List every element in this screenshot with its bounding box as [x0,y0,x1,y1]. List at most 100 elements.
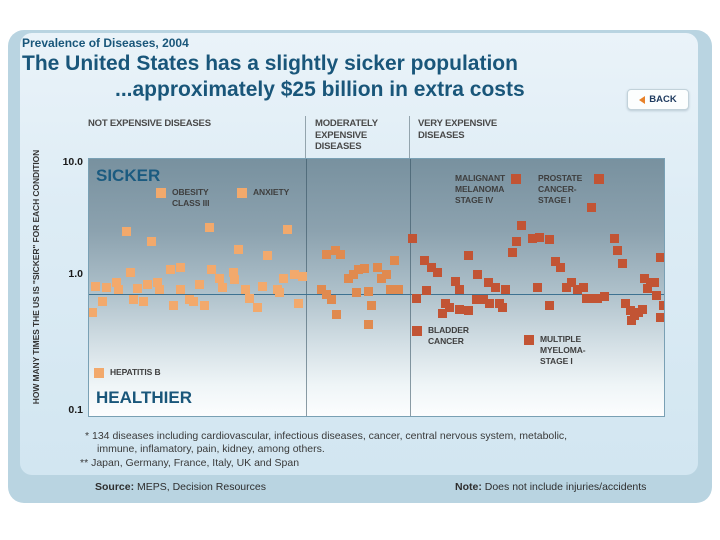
bladder-cancer-marker [412,326,422,337]
data-point [353,265,363,275]
data-point [376,274,386,284]
data-point [330,245,340,255]
data-point [639,274,649,284]
data-point [472,269,482,279]
section-divider-1 [306,159,307,416]
malignant-melanoma-stage-iv-label: MALIGNANT MELANOMA STAGE IV [455,172,506,205]
prostate-cancer-stage-i-marker [594,173,604,184]
data-point [385,284,395,294]
data-point [655,252,664,262]
footnote-line-2: immune, inflamatory, pain, kidney, among… [97,443,325,455]
data-point [642,283,652,293]
data-point [421,286,431,296]
data-point [331,310,341,320]
data-point [132,283,142,293]
data-point [620,298,630,308]
data-point [637,304,647,314]
data-point [566,278,576,288]
data-point [572,284,582,294]
multiple-myeloma-stage-i-marker [524,334,534,345]
anxiety-label: ANXIETY [253,187,290,198]
data-point [359,264,369,274]
data-point [532,282,542,292]
data-point [511,236,521,246]
data-point [138,296,148,306]
data-point [411,293,421,303]
data-point [289,270,299,280]
data-point [351,288,361,298]
data-point [450,276,460,286]
data-point [651,290,661,300]
data-point [121,226,131,236]
column-header-very-expensive: VERY EXPENSIVE DISEASES [418,118,498,141]
data-point [471,294,481,304]
data-point [206,265,216,275]
y-tick-0-1: 0.1 [68,404,83,416]
data-point [214,273,224,283]
data-point [393,284,403,294]
data-point [561,282,571,292]
data-point [381,269,391,279]
data-point [101,282,111,292]
data-point [578,282,588,292]
data-point [483,277,493,287]
note-line: Note: Does not include injuries/accident… [455,481,646,493]
data-point [454,304,464,314]
data-point [544,301,554,311]
data-point [586,293,596,303]
data-point [599,292,609,302]
data-point [444,303,454,313]
data-point [125,268,135,278]
data-point [168,301,178,311]
data-point [507,248,517,258]
back-button[interactable]: BACK [627,89,689,110]
data-point [437,309,447,319]
data-point [204,223,214,233]
data-point [555,263,565,273]
multiple-myeloma-stage-i-label: MULTIPLE MYELOMA- STAGE I [540,333,586,366]
data-point [217,282,227,292]
data-point [252,302,262,312]
data-point [111,278,121,288]
data-point [194,280,204,290]
data-point [586,203,596,213]
data-point [527,234,537,244]
data-point [626,316,636,326]
data-point [262,251,272,261]
footnote-line-3: ** Japan, Germany, France, Italy, UK and… [80,457,300,469]
data-point [146,237,156,247]
data-point [516,220,526,230]
data-point [655,312,664,322]
plot-area: SICKER HEALTHIER OBESITY CLASS III ANXIET… [88,158,665,417]
malignant-melanoma-stage-iv-marker [511,173,521,184]
chart-kicker: Prevalence of Diseases, 2004 [22,36,189,50]
data-point [478,295,488,305]
data-point [152,278,162,288]
data-point [454,284,464,294]
obesity-class-iii-label: OBESITY CLASS III [172,187,210,209]
data-point [407,234,417,244]
data-point [426,263,436,273]
data-point [282,224,292,234]
data-point [348,269,358,279]
data-point [244,293,254,303]
section-divider-upper-1 [305,116,306,158]
note-text: Does not include injuries/accidents [481,481,647,493]
data-point [463,306,473,316]
data-point [278,273,288,283]
data-point [500,284,510,294]
bladder-cancer-label: BLADDER CANCER [428,325,469,347]
data-point [229,275,239,285]
data-point [497,303,507,313]
data-point [534,232,544,242]
data-point [389,255,399,265]
data-point [233,244,243,254]
data-point [581,293,591,303]
data-point [432,267,442,277]
back-button-label: BACK [649,94,677,105]
source-text: MEPS, Decision Resources [134,481,266,493]
obesity-class-iii-marker [156,188,166,199]
reference-line-1x [89,294,664,295]
data-point [343,273,353,283]
